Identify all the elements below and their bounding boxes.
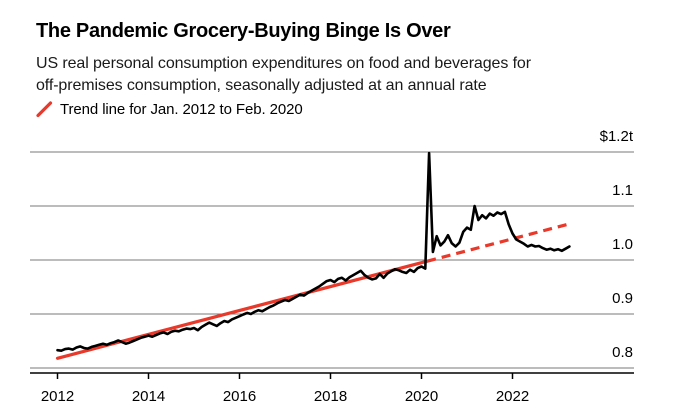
x-axis-label: 2014 — [132, 388, 165, 405]
chart-subtitle: US real personal consumption expenditure… — [36, 53, 659, 97]
y-axis-label: 0.8 — [612, 344, 633, 361]
x-axis-label: 2022 — [496, 388, 529, 405]
x-axis-label: 2016 — [223, 388, 256, 405]
x-axis-label: 2012 — [41, 388, 74, 405]
trend-legend-label: Trend line for Jan. 2012 to Feb. 2020 — [60, 100, 303, 118]
x-axis-label: 2020 — [405, 388, 438, 405]
consumption-series-line — [56, 151, 571, 353]
y-axis-label: $1.2t — [600, 128, 634, 145]
chart-subtitle-line-1: US real personal consumption expenditure… — [36, 55, 531, 72]
y-axis-label: 1.1 — [612, 182, 633, 199]
x-axis-label: 2018 — [314, 388, 347, 405]
trend-line-dashed — [426, 221, 573, 263]
y-axis-label: 0.9 — [612, 290, 633, 307]
trend-legend: Trend line for Jan. 2012 to Feb. 2020 — [36, 100, 659, 118]
chart-subtitle-line-2: off-premises consumption, seasonally adj… — [36, 77, 487, 94]
trend-line-legend-icon — [36, 100, 53, 117]
chart-title: The Pandemic Grocery-Buying Binge Is Ove… — [36, 20, 451, 42]
y-axis-label: 1.0 — [612, 236, 633, 253]
legend-slash-mark — [36, 100, 53, 117]
